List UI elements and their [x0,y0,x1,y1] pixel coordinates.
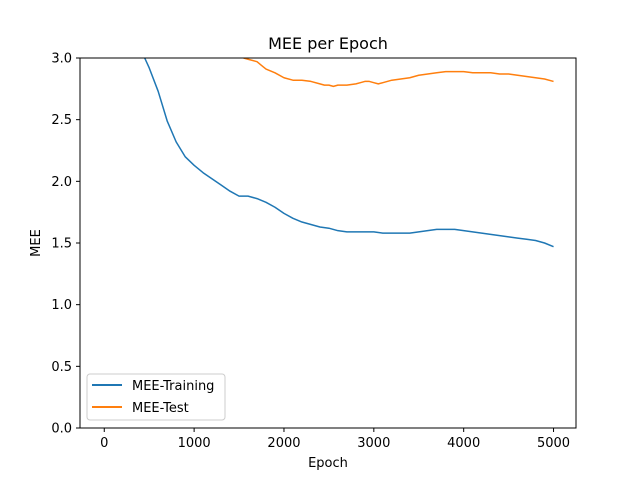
y-tick-label: 2.5 [51,113,72,128]
y-tick-label: 1.0 [51,298,72,313]
y-axis-title: MEE [29,229,44,257]
x-tick-label: 0 [100,436,108,451]
legend: MEE-Training MEE-Test [86,373,226,421]
y-tick-label: 3.0 [51,52,72,67]
y-tick-label: 0.5 [51,360,72,375]
legend-label-mee-test: MEE-Test [132,401,189,416]
axes-layer: 0 1000 2000 3000 4000 5000 0.0 0.5 1.0 1.5 2.0 2.5 3… [51,52,570,452]
series-line-mee-test [243,58,554,88]
x-tick-label: 1000 [178,436,211,451]
plot-frame [79,57,577,429]
y-tick-label: 0.0 [51,422,72,437]
y-tick-label: 2.0 [51,175,72,190]
series-line-mee-training [144,58,554,248]
x-tick-label: 2000 [267,436,300,451]
x-tick-label: 5000 [537,436,570,451]
y-tick-label: 1.5 [51,237,72,252]
legend-label-mee-training: MEE-Training [132,379,214,394]
x-axis-title: Epoch [308,456,348,471]
x-tick-label: 3000 [357,436,390,451]
series-layer [144,58,554,248]
chart-title: MEE per Epoch [268,34,388,53]
x-tick-label: 4000 [447,436,480,451]
